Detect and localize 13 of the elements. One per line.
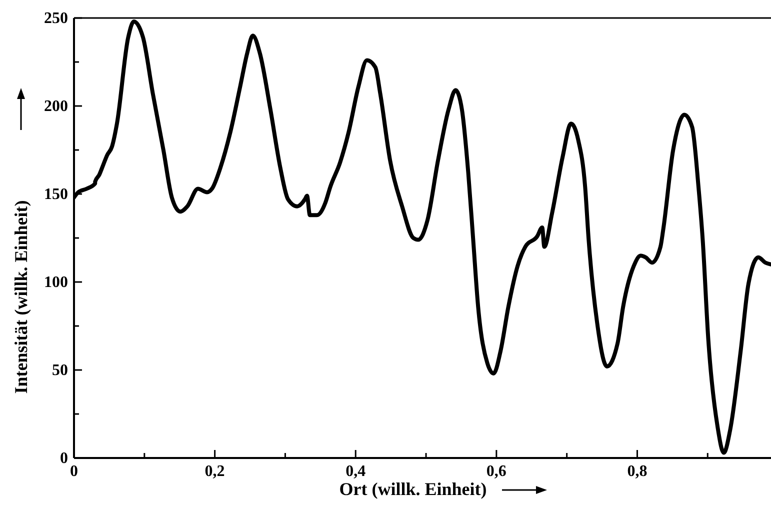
y-tick-label: 200	[44, 98, 68, 115]
x-tick-label: 0,2	[204, 463, 225, 480]
x-tick-label: 0,4	[346, 463, 366, 480]
x-tick-label: 0,6	[486, 463, 506, 480]
y-tick-label: 250	[44, 10, 68, 27]
y-tick-label: 0	[60, 450, 68, 467]
y-tick-label: 150	[44, 186, 68, 203]
y-axis-title: Intensität (willk. Einheit)	[11, 200, 31, 394]
line-series	[74, 20, 771, 455]
y-tick-label: 100	[44, 274, 68, 291]
x-axis-title: Ort (willk. Einheit)	[339, 479, 487, 499]
y-tick-label: 50	[52, 362, 68, 379]
x-tick-label: 0,8	[627, 463, 648, 480]
